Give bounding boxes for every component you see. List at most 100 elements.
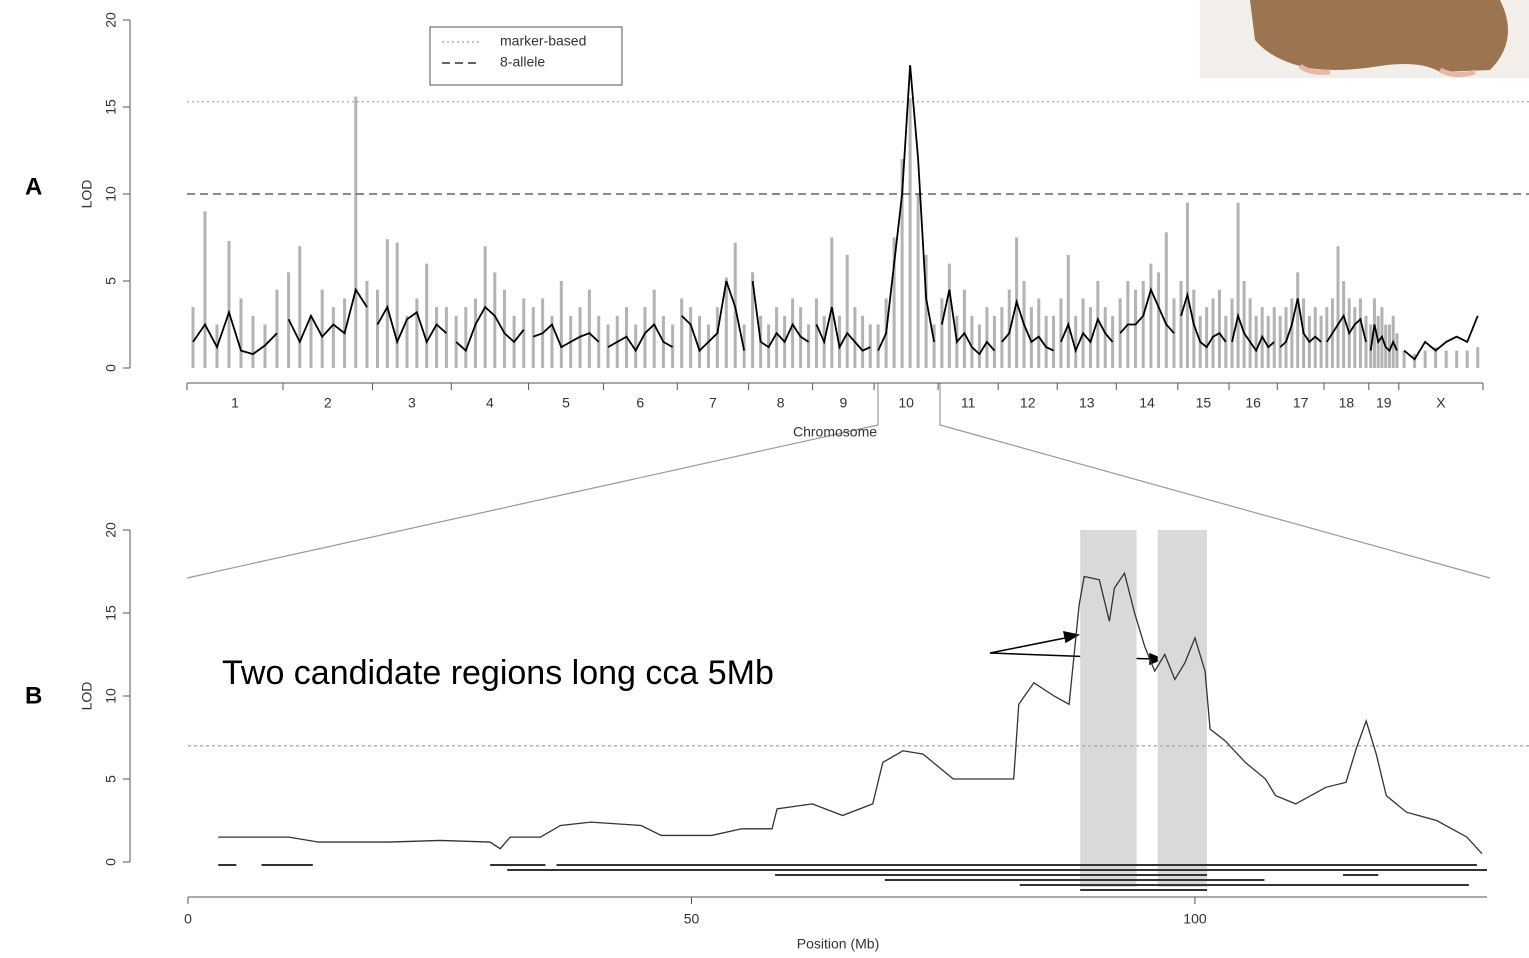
spike	[1358, 298, 1362, 368]
spike	[1266, 315, 1270, 368]
y-tick-label: 20	[103, 12, 119, 28]
lod-line	[1119, 287, 1175, 334]
spike	[1336, 246, 1340, 368]
x-tick-label: 100	[1183, 911, 1207, 927]
lod-line	[1279, 298, 1322, 348]
spike	[830, 237, 834, 368]
lod-line	[218, 571, 1483, 855]
candidate-region	[1080, 530, 1137, 887]
spike	[309, 315, 313, 368]
x-tick-label: 5	[562, 395, 570, 411]
spike	[1372, 298, 1376, 368]
lod-line	[607, 323, 674, 353]
spike	[706, 324, 710, 368]
lod-line	[1231, 312, 1275, 353]
spike	[947, 263, 951, 368]
spike	[405, 315, 409, 368]
y-tick-label: 0	[103, 858, 119, 866]
spike	[298, 246, 302, 368]
spike	[275, 289, 279, 368]
lod-line	[532, 322, 600, 349]
spike	[1248, 298, 1252, 368]
spike	[1254, 315, 1258, 368]
spike	[1434, 347, 1438, 368]
lod-line	[1369, 324, 1398, 353]
spike	[977, 324, 981, 368]
lod-line	[940, 289, 996, 356]
annotation: Two candidate regions long cca 5Mb	[222, 654, 774, 692]
spike	[1037, 298, 1041, 368]
lod-line	[376, 304, 447, 345]
y-tick-label: 5	[103, 775, 119, 783]
spike	[464, 307, 468, 368]
y-tick-label: 20	[103, 522, 119, 538]
spike	[1059, 298, 1063, 368]
spike	[1465, 350, 1469, 368]
y-tick-label: 10	[103, 186, 119, 202]
spike	[1236, 202, 1240, 368]
spike	[1230, 298, 1234, 368]
y-axis-title: LOD	[79, 180, 95, 209]
panel-label: A	[25, 173, 42, 200]
lod-line	[1060, 316, 1114, 354]
x-tick-label: 3	[408, 395, 416, 411]
spike	[698, 315, 702, 368]
spike	[876, 324, 880, 368]
spike	[652, 289, 656, 368]
spike	[395, 242, 399, 368]
lod-line	[751, 280, 810, 349]
spike	[814, 298, 818, 368]
spike	[1149, 263, 1153, 368]
spike	[1103, 307, 1107, 368]
spike	[962, 289, 966, 368]
x-axis-title: Position (Mb)	[797, 936, 879, 952]
spike	[1205, 307, 1209, 368]
spike	[932, 324, 936, 368]
spike	[1423, 350, 1427, 368]
x-tick-label: 4	[486, 395, 494, 411]
spike	[1387, 324, 1391, 368]
spike	[1029, 307, 1033, 368]
spike	[1157, 272, 1161, 368]
spike	[1074, 315, 1078, 368]
spike	[1342, 281, 1346, 368]
x-tick-label: 2	[324, 395, 332, 411]
spike	[365, 281, 369, 368]
spike	[203, 211, 207, 368]
spike	[900, 159, 904, 368]
lod-line	[877, 65, 936, 351]
lod-line	[1180, 291, 1227, 349]
legend-label: marker-based	[500, 33, 586, 49]
x-tick-label: 0	[184, 911, 192, 927]
spike	[908, 98, 912, 369]
spike	[1272, 307, 1276, 368]
x-tick-label: 9	[839, 395, 847, 411]
spike	[1217, 289, 1221, 368]
spike	[1278, 315, 1282, 368]
spike	[1476, 347, 1480, 368]
y-tick-label: 10	[103, 688, 119, 704]
lod-line	[815, 306, 871, 352]
x-tick-label: 13	[1079, 395, 1095, 411]
annotation-arrows	[989, 631, 1164, 666]
spike	[1325, 307, 1329, 368]
spike	[331, 307, 335, 368]
spike	[845, 254, 849, 368]
spike	[375, 289, 379, 368]
spike	[1000, 307, 1004, 368]
spike	[559, 281, 563, 368]
spike	[643, 307, 647, 368]
x-tick-label: 18	[1339, 395, 1355, 411]
spike	[1096, 281, 1100, 368]
lod-line	[681, 280, 746, 353]
spike	[1413, 354, 1417, 368]
x-tick-label: X	[1436, 395, 1446, 411]
y-tick-label: 15	[103, 99, 119, 115]
y-tick-label: 15	[103, 605, 119, 621]
spike	[1052, 315, 1056, 368]
spike	[1066, 254, 1070, 368]
lod-line	[287, 287, 368, 345]
spike	[1242, 281, 1246, 368]
x-tick-label: 8	[777, 395, 785, 411]
spike	[892, 237, 896, 368]
